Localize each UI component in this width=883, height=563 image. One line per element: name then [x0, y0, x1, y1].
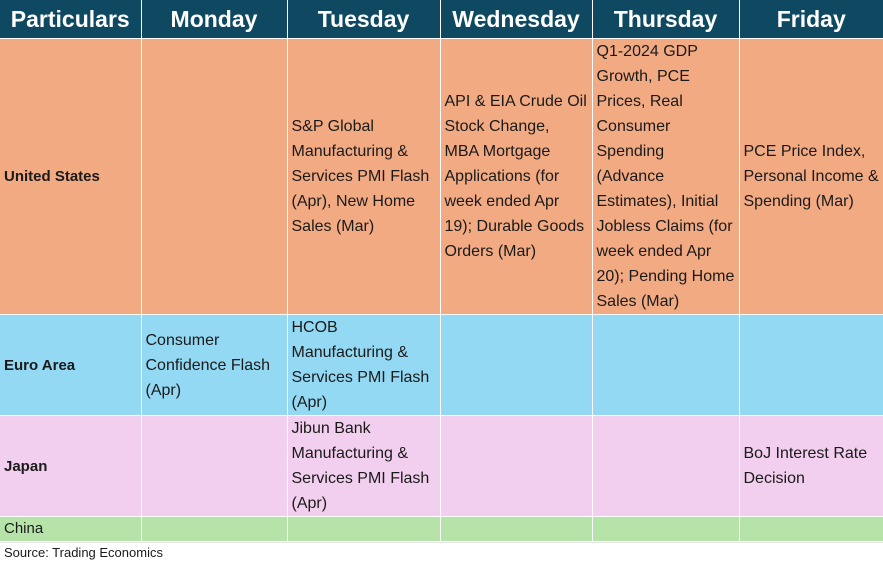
- header-particulars: Particulars: [0, 0, 142, 39]
- cell-japan-wednesday: [440, 415, 593, 517]
- cell-euro-monday: Consumer Confidence Flash (Apr): [141, 314, 288, 416]
- cell-china-wednesday: [440, 516, 593, 542]
- row-label-japan: Japan: [0, 415, 142, 517]
- cell-us-wednesday: API & EIA Crude Oil Stock Change, MBA Mo…: [440, 38, 593, 315]
- row-label-united-states: United States: [0, 38, 142, 315]
- cell-euro-wednesday: [440, 314, 593, 416]
- header-wednesday: Wednesday: [440, 0, 593, 39]
- cell-japan-monday: [141, 415, 288, 517]
- cell-japan-tuesday: Jibun Bank Manufacturing & Services PMI …: [287, 415, 441, 517]
- header-friday: Friday: [739, 0, 883, 39]
- cell-china-friday: [739, 516, 883, 542]
- cell-euro-friday: [739, 314, 883, 416]
- table-row-euro-area: Euro Area Consumer Confidence Flash (Apr…: [0, 314, 883, 416]
- cell-japan-thursday: [592, 415, 740, 517]
- table-row-japan: Japan Jibun Bank Manufacturing & Service…: [0, 415, 883, 517]
- cell-china-thursday: [592, 516, 740, 542]
- cell-euro-tuesday: HCOB Manufacturing & Services PMI Flash …: [287, 314, 441, 416]
- row-label-china: China: [0, 516, 142, 542]
- row-label-euro-area: Euro Area: [0, 314, 142, 416]
- header-monday: Monday: [141, 0, 288, 39]
- cell-china-tuesday: [287, 516, 441, 542]
- header-tuesday: Tuesday: [287, 0, 441, 39]
- table-row-china: China: [0, 516, 883, 542]
- source-note: Source: Trading Economics: [0, 542, 883, 563]
- header-row: Particulars Monday Tuesday Wednesday Thu…: [0, 0, 883, 39]
- cell-us-tuesday: S&P Global Manufacturing & Services PMI …: [287, 38, 441, 315]
- cell-us-monday: [141, 38, 288, 315]
- cell-china-monday: [141, 516, 288, 542]
- cell-euro-thursday: [592, 314, 740, 416]
- header-thursday: Thursday: [592, 0, 740, 39]
- table-row-united-states: United States S&P Global Manufacturing &…: [0, 38, 883, 315]
- economic-calendar-table: Particulars Monday Tuesday Wednesday Thu…: [0, 0, 883, 542]
- cell-us-friday: PCE Price Index, Personal Income & Spend…: [739, 38, 883, 315]
- cell-japan-friday: BoJ Interest Rate Decision: [739, 415, 883, 517]
- cell-us-thursday: Q1-2024 GDP Growth, PCE Prices, Real Con…: [592, 38, 740, 315]
